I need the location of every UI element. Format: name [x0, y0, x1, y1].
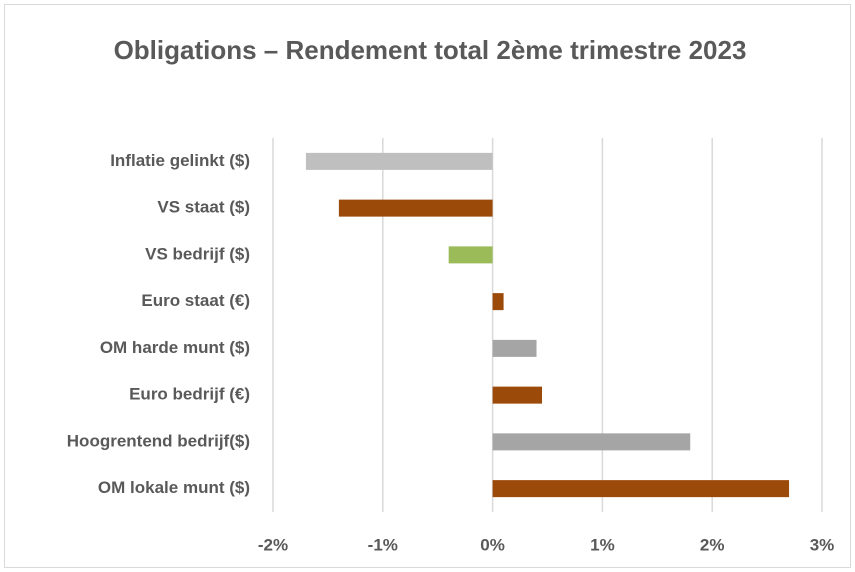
x-tick-label: 2% [700, 535, 725, 554]
x-tick-label: -2% [258, 535, 288, 554]
bar [492, 293, 504, 311]
y-tick-label: VS staat ($) [157, 198, 250, 217]
bar [492, 386, 543, 404]
bar [492, 433, 691, 451]
bar [305, 152, 493, 170]
y-tick-label: VS bedrijf ($) [145, 244, 250, 263]
y-tick-label: Euro staat (€) [141, 291, 250, 310]
y-tick-label: Hoogrentend bedrijf($) [67, 431, 250, 450]
bar [492, 339, 537, 357]
x-tick-label: -1% [368, 535, 398, 554]
bar [492, 480, 790, 498]
y-tick-label: OM harde munt ($) [100, 338, 250, 357]
chart-title: Obligations – Rendement total 2ème trime… [113, 35, 747, 65]
y-tick-label: Euro bedrijf (€) [129, 385, 250, 404]
x-tick-label: 0% [480, 535, 505, 554]
bar [448, 246, 493, 264]
y-tick-label: Inflatie gelinkt ($) [110, 151, 250, 170]
y-tick-label: OM lokale munt ($) [98, 478, 250, 497]
x-tick-label: 3% [810, 535, 835, 554]
bar [338, 199, 493, 217]
chart-border [4, 4, 851, 568]
x-tick-label: 1% [590, 535, 615, 554]
